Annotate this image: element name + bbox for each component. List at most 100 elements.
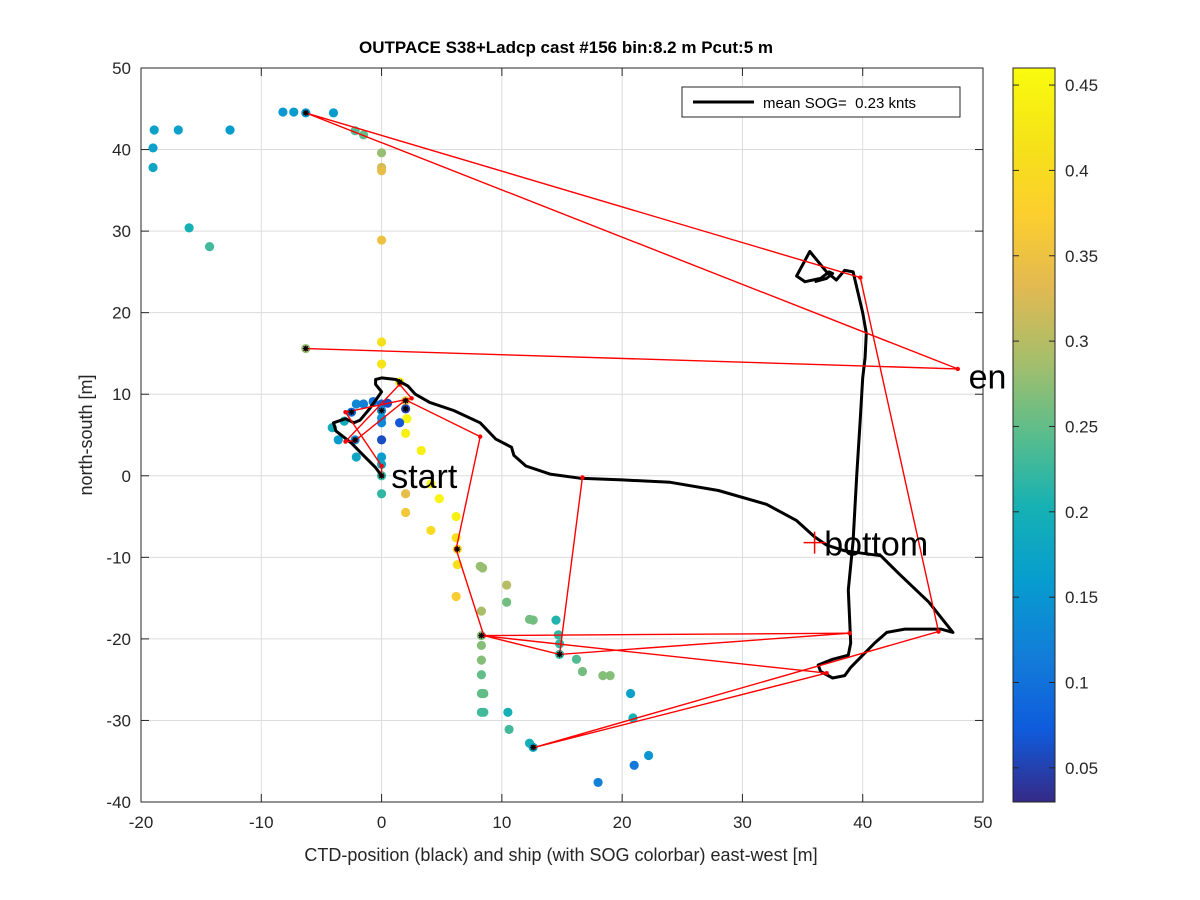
ship-position-point [502,597,512,607]
ctd-marker-stroke [348,409,355,415]
y-tick-label: 30 [112,222,131,241]
axes-box [140,67,984,803]
ctd-marker-stroke [403,406,409,412]
x-tick-label: 20 [613,813,632,832]
ship-position-point [328,108,339,118]
ship-position-point [577,666,588,677]
colorbar-tick-label: 0.3 [1065,332,1089,351]
ship-position-point [376,435,387,445]
ship-position-point [528,615,538,625]
colorbar-ticks: 0.05 0.1 0.15 0.2 0.25 0.3 0.35 0.4 0.45 [1013,76,1098,778]
ctd-marker [378,407,385,414]
ctd-marker [478,632,485,639]
ship-position-point [502,580,512,590]
ship-position-point [593,777,603,788]
ship-position-point [395,418,405,428]
colorbar-tick-label: 0.05 [1065,759,1098,778]
connector-vertex [847,630,852,636]
connector-vertex [955,366,960,372]
chart-title: OUTPACE S38+Ladcp cast #156 bin:8.2 m Pc… [359,38,773,57]
ship-position-point [149,125,159,135]
ctd-marker-stroke [378,407,385,414]
ship-position-point [333,435,343,445]
x-tick-label: 30 [733,813,752,832]
ctd-marker [396,378,403,385]
x-tick-label: 10 [492,813,511,832]
ship-position-point [479,688,489,699]
ship-position-point [503,707,513,717]
ship-position-point [625,688,636,699]
ctd-marker-stroke [303,110,309,116]
colorbar-fill [1013,68,1055,802]
ship-position-point [476,670,487,680]
ctd-track-line [332,250,955,680]
connector-vertex [343,409,348,415]
ctd-marker [530,744,537,751]
ship-position-point [351,399,361,409]
ship-position-point [402,414,412,424]
ctd-marker [348,409,355,416]
x-tick-label: 40 [853,813,872,832]
colorbar-box [1012,67,1056,803]
ship-position-point [289,107,299,117]
ctd-marker-stroke [454,546,460,552]
ship-position-point [204,242,215,252]
ctd-marker-stroke [396,379,403,385]
axes-background [141,68,983,802]
ship-position-point [376,148,387,158]
ship-position-point [426,525,436,536]
y-tick-label: -30 [106,711,131,730]
ship-position-point [278,107,288,117]
ship-position-point [571,654,582,664]
colorbar: 0.05 0.1 0.15 0.2 0.25 0.3 0.35 0.4 0.45 [1012,67,1098,803]
ship-position-point [376,337,387,347]
connector-vertex [824,670,829,676]
y-tick-label: -20 [106,630,131,649]
connector-vertex [478,434,483,439]
y-tick-label: 40 [112,141,131,160]
ctd-marker [302,345,309,352]
y-tick-label: 10 [112,385,131,404]
y-tick-label: -40 [106,793,131,812]
legend: mean SOG= 0.23 knts [681,86,961,118]
ctd-marker [556,651,563,658]
ship-position-point [358,399,369,409]
ship-position-point [551,615,561,625]
ship-position-point [644,750,654,761]
ship-position-point [401,428,411,438]
legend-entry: mean SOG= 0.23 knts [763,95,916,112]
colorbar-tick-label: 0.35 [1065,247,1098,266]
ship-position-point [148,162,158,173]
colorbar-tick-label: 0.45 [1065,76,1098,95]
ship-position-point [478,563,488,573]
ship-position-point [629,760,639,770]
ship-position-point [148,143,158,153]
colorbar-tick-label: 0.4 [1065,161,1089,180]
ship-position-point [476,655,487,665]
connector-vertex [409,396,414,401]
plot-area [148,107,960,788]
colorbar-tick-label: 0.2 [1065,503,1089,522]
y-tick-label: 0 [122,467,131,486]
ship-position-point [476,640,487,651]
connector-vertex [580,475,585,480]
ctd-marker [402,397,409,404]
ship-position-point [184,223,194,233]
ship-position-point [504,724,514,735]
ctd-marker-stroke [530,744,536,750]
ship-position-point [376,235,387,245]
ship-position-point [376,359,387,369]
ctd-marker-stroke [303,345,309,352]
x-tick-label: 0 [377,813,386,832]
ship-position-point [434,494,444,504]
ctd-marker-stroke [352,437,358,443]
ship-position-point [173,125,183,135]
x-tick-label: -20 [129,813,154,832]
x-tick-label: 50 [974,813,993,832]
annotation-start: start [391,458,458,496]
ship-position-point [225,125,235,135]
connector-vertex [858,275,863,280]
annotation-bottom: bottom [824,525,928,563]
colorbar-tick-label: 0.15 [1065,588,1098,607]
